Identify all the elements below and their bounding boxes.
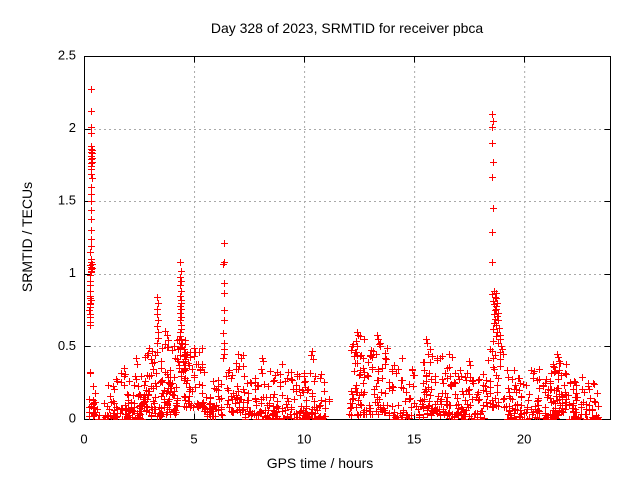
x-tick-label: 5: [190, 431, 197, 446]
y-tick-label: 1: [69, 265, 76, 280]
plot-border: [84, 56, 611, 420]
x-tick-label: 20: [517, 431, 531, 446]
x-tick-label: 0: [80, 431, 87, 446]
chart-title: Day 328 of 2023, SRMTID for receiver pbc…: [210, 20, 484, 36]
x-tick-label: 10: [297, 431, 311, 446]
x-axis-label: GPS time / hours: [266, 455, 374, 471]
x-tick-label: 15: [407, 431, 421, 446]
y-tick-label: 2.5: [58, 47, 76, 62]
data-points: [86, 86, 602, 420]
y-tick-label: 2: [69, 120, 76, 135]
y-tick-label: 0.5: [58, 338, 76, 353]
y-tick-label: 0: [69, 410, 76, 425]
y-tick-label: 1.5: [58, 193, 76, 208]
